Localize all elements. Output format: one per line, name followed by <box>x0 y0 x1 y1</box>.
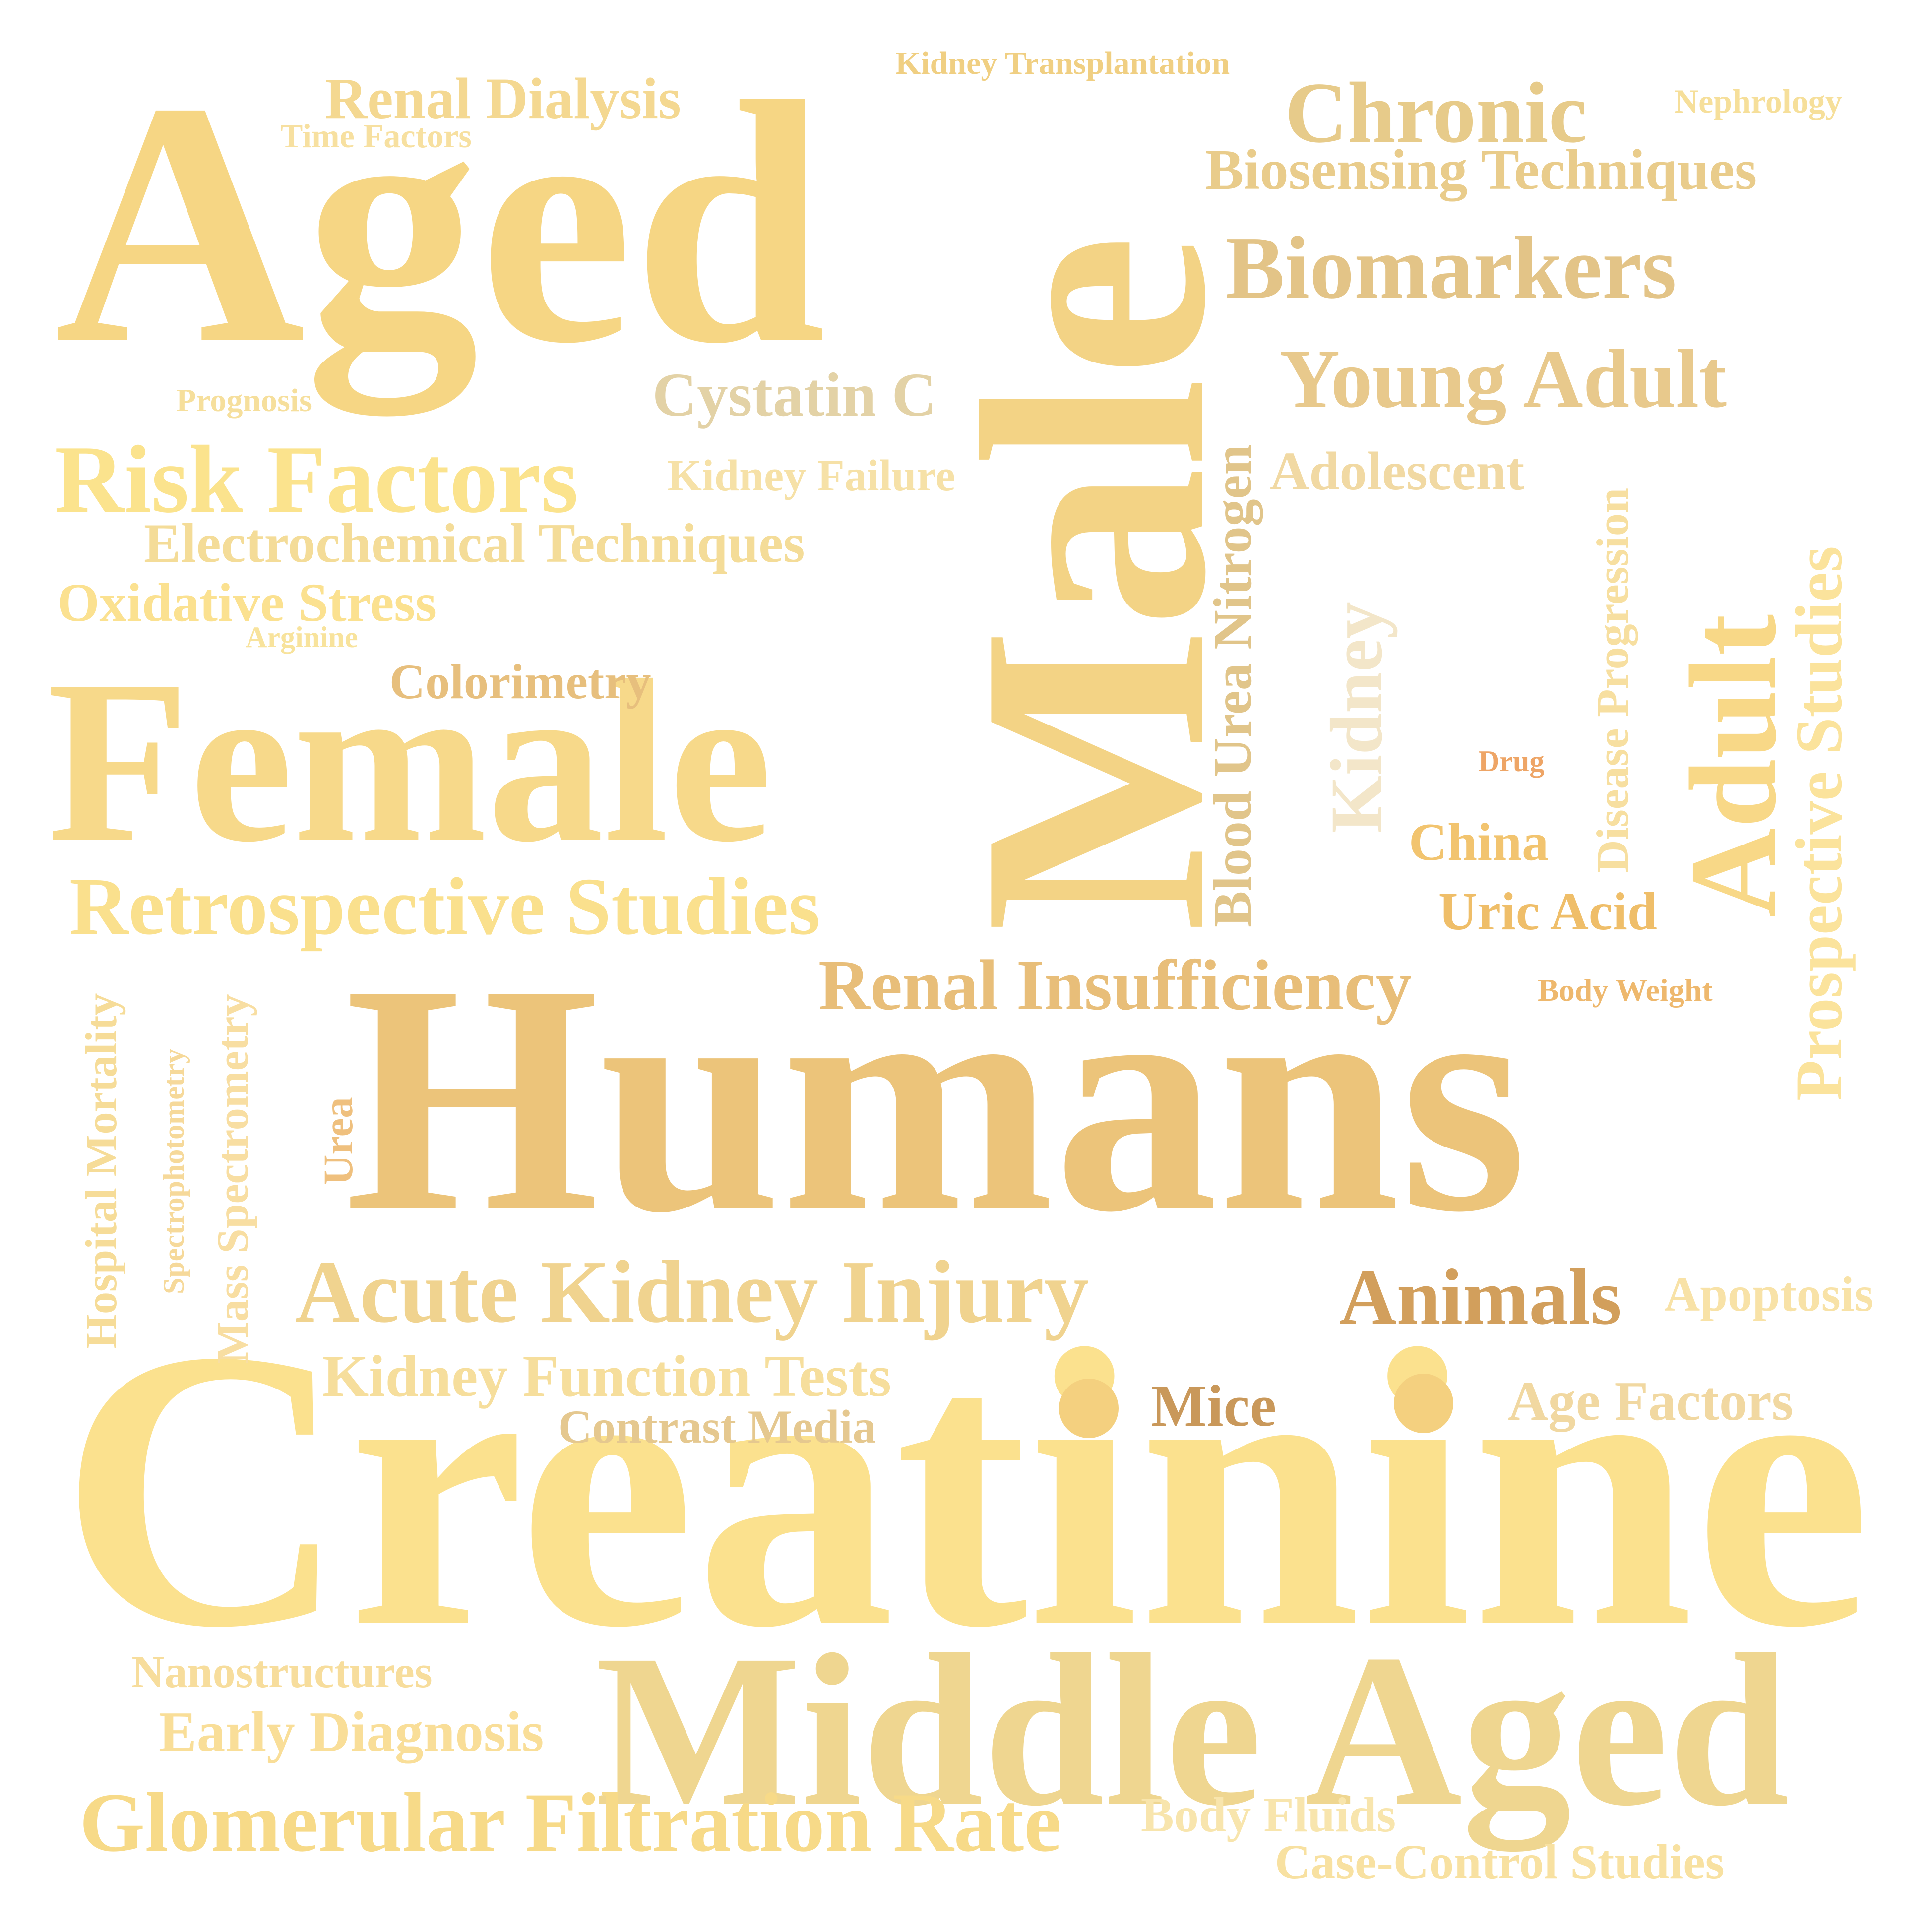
word-aged: Aged <box>55 31 826 415</box>
word-kidney-failure: Kidney Failure <box>667 451 955 500</box>
word-kidney: Kidney <box>1315 602 1398 833</box>
word-uric-acid: Uric Acid <box>1438 882 1657 941</box>
word-mice: Mice <box>1151 1373 1277 1439</box>
word-nephrology: Nephrology <box>1674 82 1842 120</box>
word-creatinine: Creatinine <box>60 1268 1871 1710</box>
word-arginine: Arginine <box>246 621 358 654</box>
word-female: Female <box>47 632 772 890</box>
left-dot <box>1059 1379 1119 1438</box>
word-cystatin-c: Cystatin C <box>652 361 936 429</box>
word-risk-factors: Risk Factors <box>55 426 579 533</box>
word-china: China <box>1409 813 1549 872</box>
word-humans: Humans <box>345 917 1528 1279</box>
word-kidney-function-tests: Kidney Function Tests <box>322 1343 891 1409</box>
word-chronic: Chronic <box>1285 64 1587 161</box>
word-biosensing-techniques: Biosensing Techniques <box>1205 138 1757 202</box>
word-urea: Urea <box>315 1097 362 1185</box>
word-prognosis: Prognosis <box>176 382 312 419</box>
word-oxidative-stress: Oxidative Stress <box>57 572 436 633</box>
word-acute-kidney-injury: Acute Kidney Injury <box>295 1242 1089 1341</box>
word-middle-aged: Middle Aged <box>595 1610 1790 1851</box>
word-animals: Animals <box>1339 1253 1621 1341</box>
word-body-fluids: Body Fluids <box>1141 1787 1396 1842</box>
word-time-factors: Time Factors <box>280 117 472 155</box>
right-dot <box>1394 1374 1453 1433</box>
word-young-adult: Young Adult <box>1280 333 1727 425</box>
word-glomerular-filtration-rate: Glomerular Filtration Rate <box>79 1776 1061 1869</box>
word-case-control-studies: Case-Control Studies <box>1275 1834 1725 1889</box>
word-colorimetry: Colorimetry <box>389 654 651 709</box>
word-adolescent: Adolescent <box>1270 441 1525 501</box>
word-spectrophotometry: Spectrophotometry <box>157 1048 190 1294</box>
word-hospital-mortality: Hospital Mortality <box>77 993 126 1349</box>
word-blood-urea-nitrogen: Blood Urea Nitrogen <box>1202 444 1263 927</box>
word-kidney-transplantation: Kidney Transplantation <box>895 45 1230 81</box>
word-age-factors: Age Factors <box>1508 1371 1794 1432</box>
word-retrospective-studies: Retrospective Studies <box>69 861 820 952</box>
word-renal-dialysis: Renal Dialysis <box>325 66 681 131</box>
word-contrast-media: Contrast Media <box>558 1400 876 1453</box>
word-renal-insufficiency: Renal Insufficiency <box>818 946 1412 1025</box>
word-disease-progression: Disease Progression <box>1587 488 1638 873</box>
word-nanostructures: Nanostructures <box>131 1646 433 1697</box>
word-body-weight: Body Weight <box>1538 972 1713 1008</box>
word-early-diagnosis: Early Diagnosis <box>159 1700 544 1763</box>
word-prospective-studies: Prospective Studies <box>1782 546 1856 1101</box>
word-mass-spectrometry: Mass Spectrometry <box>208 994 257 1364</box>
word-biomarkers: Biomarkers <box>1225 218 1677 317</box>
word-apoptosis: Apoptosis <box>1664 1267 1874 1322</box>
word-drug: Drug <box>1478 745 1545 778</box>
word-electrochemical-techniques: Electrochemical Techniques <box>144 513 805 574</box>
word-adult: Adult <box>1665 614 1802 917</box>
